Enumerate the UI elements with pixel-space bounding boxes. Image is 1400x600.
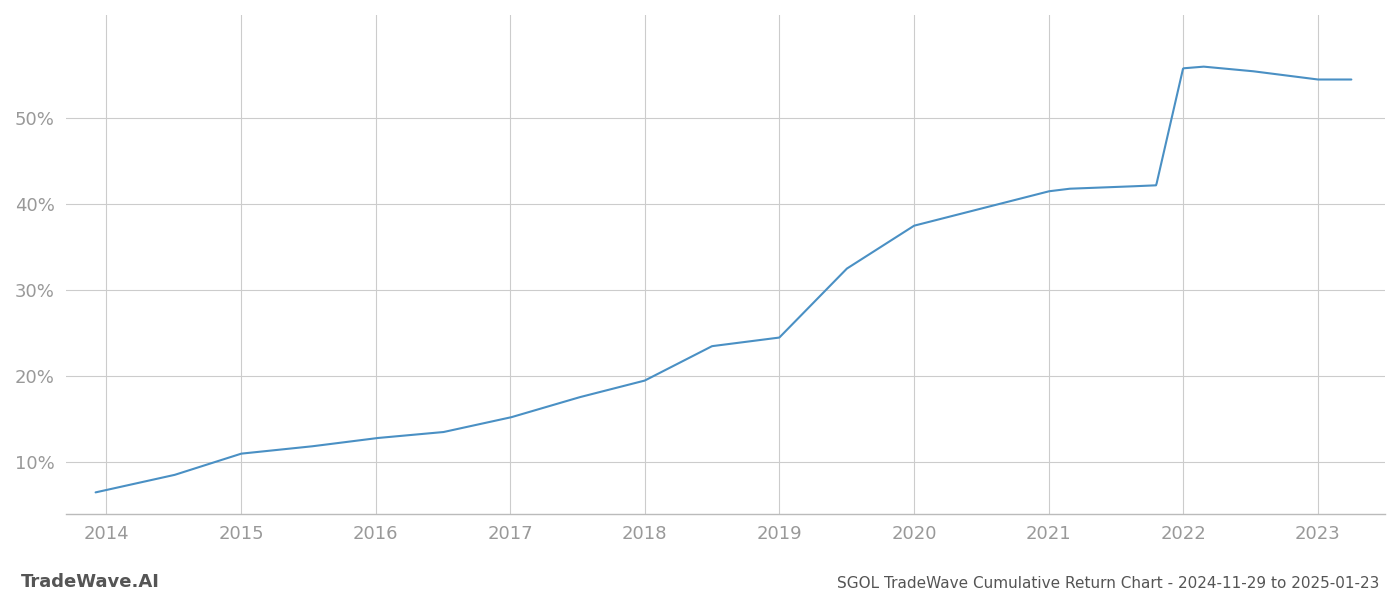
Text: TradeWave.AI: TradeWave.AI	[21, 573, 160, 591]
Text: SGOL TradeWave Cumulative Return Chart - 2024-11-29 to 2025-01-23: SGOL TradeWave Cumulative Return Chart -…	[837, 576, 1379, 591]
